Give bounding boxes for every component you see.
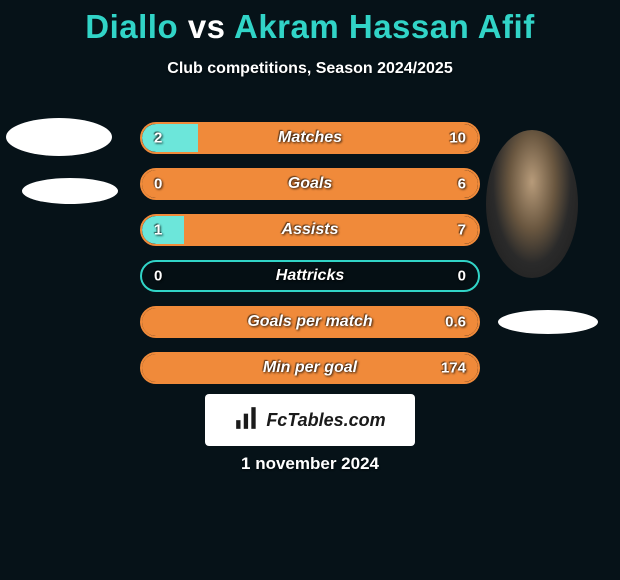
value-player2: 0.6 bbox=[445, 314, 466, 331]
value-player2: 7 bbox=[458, 222, 466, 239]
value-player1: 2 bbox=[154, 130, 162, 147]
bar-player1 bbox=[142, 124, 198, 152]
value-player1: 1 bbox=[154, 222, 162, 239]
title-player1: Diallo bbox=[85, 8, 178, 45]
bar-player1 bbox=[142, 216, 184, 244]
date-text: 1 november 2024 bbox=[241, 454, 379, 474]
subtitle: Club competitions, Season 2024/2025 bbox=[0, 60, 620, 78]
stat-label: Goals bbox=[288, 175, 332, 193]
stat-label: Hattricks bbox=[276, 267, 344, 285]
comparison-card: Diallo vs Akram Hassan Afif Club competi… bbox=[0, 0, 620, 580]
chart-icon bbox=[234, 405, 260, 436]
stat-row: Goals per match 0.6 bbox=[140, 306, 480, 338]
stat-row: Min per goal 174 bbox=[140, 352, 480, 384]
value-player2: 6 bbox=[458, 176, 466, 193]
title-vs: vs bbox=[188, 8, 226, 45]
stat-row: 2 Matches 10 bbox=[140, 122, 480, 154]
player2-avatar bbox=[486, 130, 578, 278]
stat-label: Min per goal bbox=[263, 359, 357, 377]
value-player2: 0 bbox=[458, 268, 466, 285]
value-player2: 174 bbox=[441, 360, 466, 377]
player1-avatar-placeholder bbox=[6, 118, 112, 156]
stat-label: Assists bbox=[282, 221, 339, 239]
player1-avatar-shadow bbox=[22, 178, 118, 204]
value-player2: 10 bbox=[449, 130, 466, 147]
stat-label: Matches bbox=[278, 129, 342, 147]
stat-row: 0 Hattricks 0 bbox=[140, 260, 480, 292]
value-player1: 0 bbox=[154, 268, 162, 285]
stat-label: Goals per match bbox=[247, 313, 372, 331]
title-player2: Akram Hassan Afif bbox=[234, 8, 535, 45]
page-title: Diallo vs Akram Hassan Afif bbox=[0, 8, 620, 46]
player2-avatar-shadow bbox=[498, 310, 598, 334]
logo-box: FcTables.com bbox=[205, 394, 415, 446]
stat-row: 0 Goals 6 bbox=[140, 168, 480, 200]
stat-row: 1 Assists 7 bbox=[140, 214, 480, 246]
value-player1: 0 bbox=[154, 176, 162, 193]
stats-rows: 2 Matches 10 0 Goals 6 1 Assists 7 0 Hattricks 0 Goa… bbox=[140, 122, 480, 398]
logo-text: FcTables.com bbox=[266, 410, 385, 431]
